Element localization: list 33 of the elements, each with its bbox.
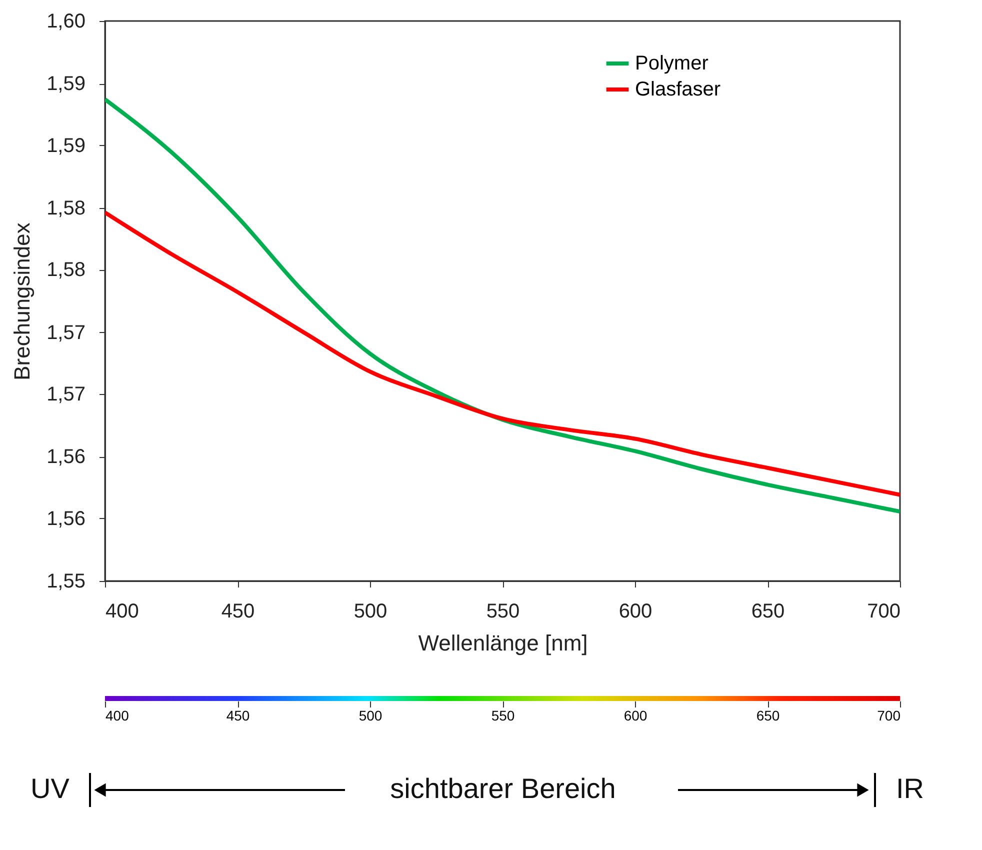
y-tick-label: 1,59 xyxy=(46,134,86,157)
x-tick-label: 450 xyxy=(221,600,255,622)
y-tick-label: 1,55 xyxy=(46,570,86,592)
y-tick-label: 1,58 xyxy=(46,259,86,282)
legend-label: Polymer xyxy=(635,52,709,74)
text: IR xyxy=(896,773,924,804)
color-bar-label: 700 xyxy=(877,708,901,724)
x-tick-label: 550 xyxy=(486,600,520,622)
text: sichtbarer Bereich xyxy=(390,773,616,804)
text: UV xyxy=(30,773,70,804)
y-tick-label: 1,58 xyxy=(46,198,86,220)
y-tick-label: 1,56 xyxy=(46,508,86,530)
color-bar-label: 650 xyxy=(756,708,780,724)
color-bar-label: 500 xyxy=(358,708,382,724)
y-tick-label: 1,57 xyxy=(46,322,86,344)
line-series xyxy=(105,97,900,514)
y-tick-label: 1,57 xyxy=(46,383,86,406)
color-bar-label: 400 xyxy=(106,708,130,724)
x-tick-label: 400 xyxy=(106,600,139,622)
color-bar-label: 550 xyxy=(491,708,515,724)
x-tick-label: 600 xyxy=(618,600,652,622)
legend-label: Glasfaser xyxy=(635,78,721,100)
x-tick-label: 500 xyxy=(354,600,388,622)
y-axis-title: Brechungsindex xyxy=(10,222,35,380)
line-series xyxy=(105,210,900,497)
x-tick-label: 650 xyxy=(751,600,785,622)
x-axis-title: Wellenlänge [nm] xyxy=(418,630,588,656)
y-tick-label: 1,60 xyxy=(46,10,86,32)
color-bar-label: 600 xyxy=(624,708,648,724)
color-bar-label: 450 xyxy=(226,708,250,724)
y-tick-label: 1,59 xyxy=(46,73,86,96)
x-tick-label: 700 xyxy=(867,600,900,622)
y-tick-label: 1,56 xyxy=(46,446,86,468)
